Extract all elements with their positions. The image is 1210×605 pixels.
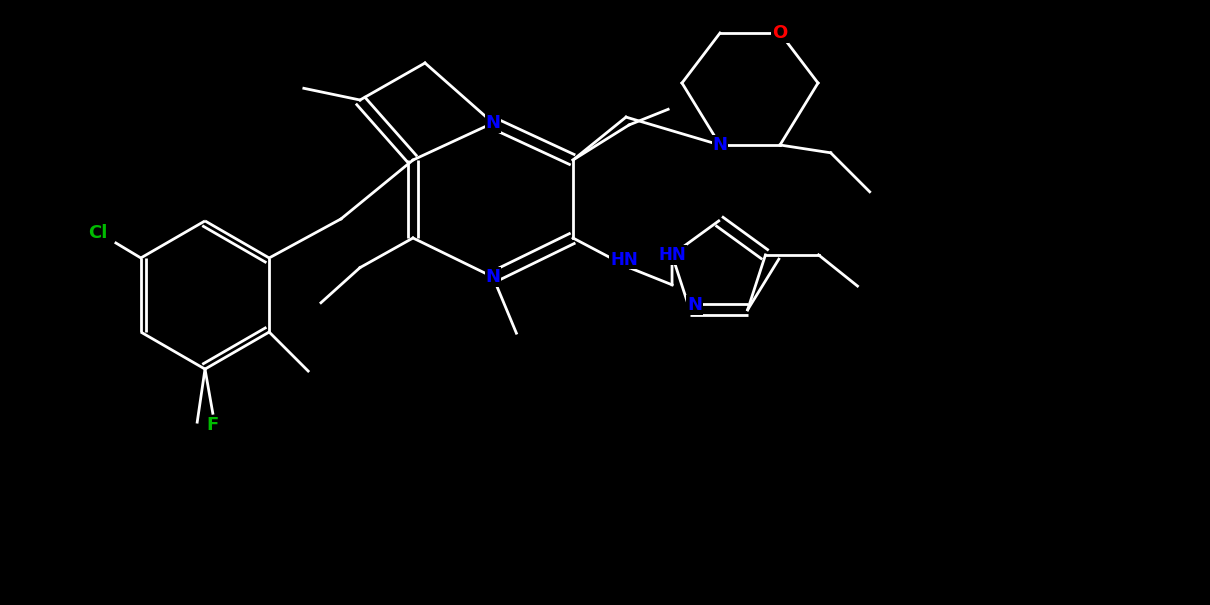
Text: HN: HN <box>658 246 686 264</box>
Text: F: F <box>207 416 219 434</box>
Text: Cl: Cl <box>88 224 108 242</box>
Text: N: N <box>485 268 501 286</box>
Text: N: N <box>687 296 702 314</box>
Text: N: N <box>485 114 501 132</box>
Text: N: N <box>713 136 727 154</box>
Text: O: O <box>772 24 788 42</box>
Text: HN: HN <box>610 250 638 269</box>
